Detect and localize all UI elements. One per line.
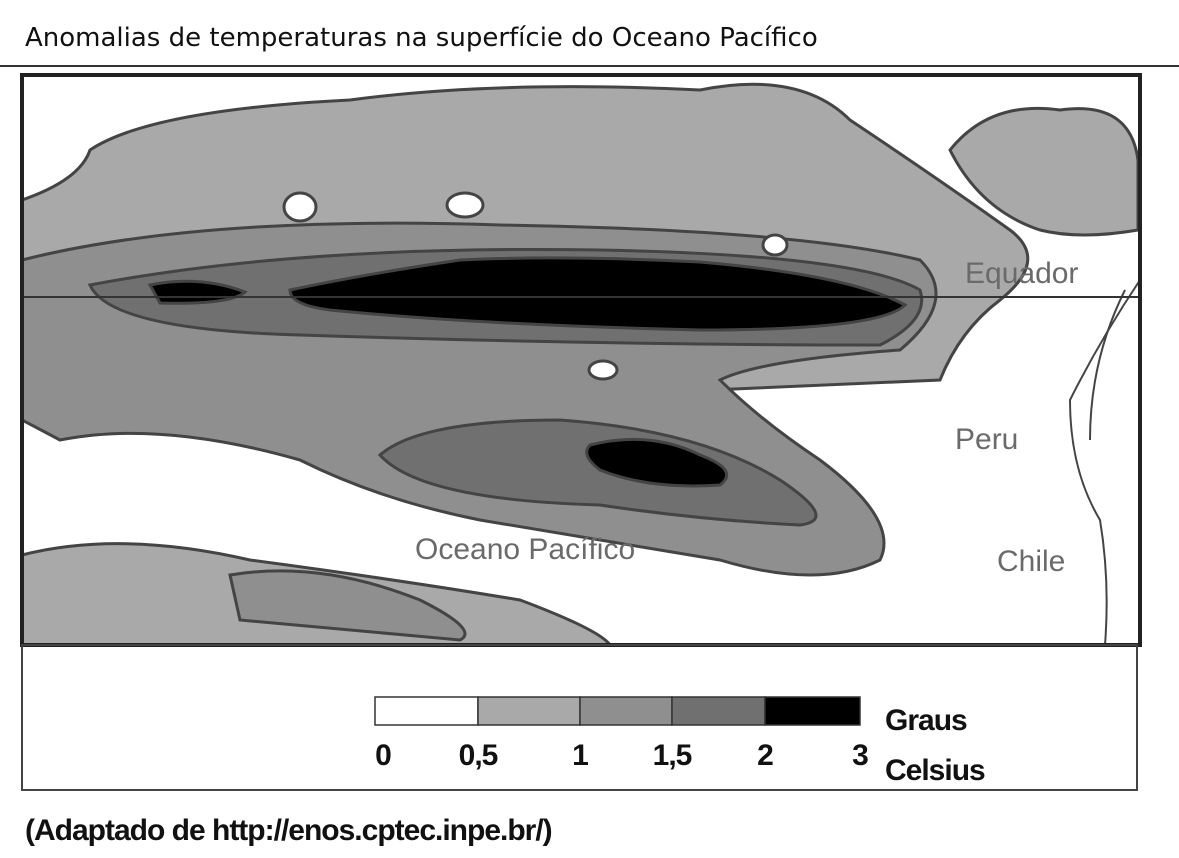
- legend-label: 1: [572, 739, 588, 772]
- legend-label: 2: [757, 739, 773, 772]
- title: Anomalias de temperaturas na superfície …: [25, 23, 818, 53]
- legend-swatch: [477, 696, 581, 726]
- legend-swatch: [374, 696, 479, 726]
- legend-swatch: [579, 696, 673, 726]
- legend-label: 3: [852, 739, 868, 772]
- legend-box: [21, 644, 1138, 791]
- legend: 0 0,5 1 1,5 2 3: [374, 696, 869, 772]
- legend-label: 0,5: [459, 739, 498, 772]
- peru-label: Peru: [955, 423, 1018, 456]
- legend-label: 1,5: [653, 739, 692, 772]
- legend-unit: Celsius: [885, 754, 985, 787]
- legend-swatch: [764, 696, 861, 726]
- legend-unit: Graus: [885, 704, 967, 737]
- legend-swatch: [671, 696, 766, 726]
- chile-label: Chile: [997, 545, 1065, 578]
- equator-label: Equador: [965, 257, 1078, 290]
- source: (Adaptado de http://enos.cptec.inpe.br/): [25, 814, 552, 847]
- legend-label: 0: [375, 739, 391, 772]
- map: [20, 73, 1142, 647]
- ocean-label: Oceano Pacífico: [415, 533, 635, 566]
